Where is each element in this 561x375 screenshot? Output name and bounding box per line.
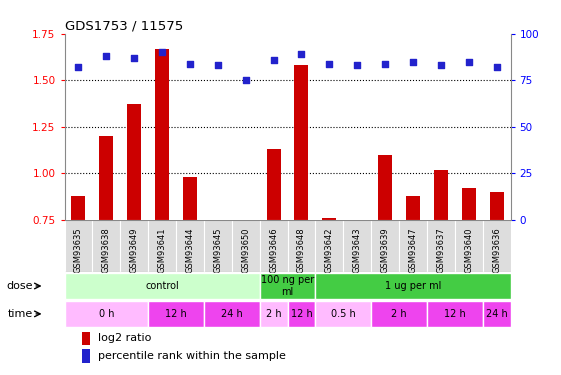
Text: GSM93650: GSM93650 [241, 228, 250, 273]
Bar [378, 154, 392, 220]
Bar [232, 220, 260, 272]
Bar [427, 220, 455, 272]
Text: 12 h: 12 h [165, 309, 187, 319]
Bar [455, 220, 482, 272]
Point [464, 58, 473, 64]
Bar [82, 332, 90, 345]
Bar [155, 49, 169, 220]
Bar [482, 220, 511, 272]
Bar [399, 220, 427, 272]
Bar [120, 220, 148, 272]
Bar [65, 273, 260, 299]
Text: GSM93643: GSM93643 [353, 228, 362, 273]
Point [102, 53, 111, 59]
Bar [266, 149, 280, 220]
Bar [315, 300, 371, 327]
Text: 24 h: 24 h [221, 309, 243, 319]
Point [74, 64, 83, 70]
Bar [260, 273, 315, 299]
Bar [295, 65, 309, 220]
Point [325, 60, 334, 66]
Bar [71, 195, 85, 220]
Bar [260, 300, 287, 327]
Text: GSM93642: GSM93642 [325, 228, 334, 273]
Bar [65, 220, 93, 272]
Point [297, 51, 306, 57]
Text: 24 h: 24 h [486, 309, 508, 319]
Bar [148, 300, 204, 327]
Bar [82, 350, 90, 363]
Text: 100 ng per
ml: 100 ng per ml [261, 275, 314, 297]
Bar [315, 220, 343, 272]
Text: 12 h: 12 h [444, 309, 466, 319]
Bar [176, 220, 204, 272]
Text: log2 ratio: log2 ratio [98, 333, 151, 343]
Point [241, 77, 250, 83]
Point [158, 50, 167, 55]
Text: GSM93647: GSM93647 [408, 228, 417, 273]
Bar [482, 300, 511, 327]
Point [492, 64, 501, 70]
Bar [127, 104, 141, 220]
Bar [93, 220, 120, 272]
Bar [148, 220, 176, 272]
Point [436, 62, 445, 68]
Bar [260, 220, 287, 272]
Bar [490, 192, 504, 220]
Text: GSM93649: GSM93649 [130, 228, 139, 273]
Text: percentile rank within the sample: percentile rank within the sample [98, 351, 286, 361]
Text: GSM93645: GSM93645 [213, 228, 222, 273]
Bar [406, 195, 420, 220]
Bar [434, 170, 448, 220]
Bar [287, 300, 315, 327]
Bar [371, 220, 399, 272]
Point [213, 62, 222, 68]
Text: 1 ug per ml: 1 ug per ml [385, 281, 441, 291]
Bar [462, 188, 476, 220]
Bar [315, 273, 511, 299]
Point [408, 58, 417, 64]
Bar [323, 218, 336, 220]
Bar [65, 300, 148, 327]
Point [130, 55, 139, 61]
Text: GSM93641: GSM93641 [158, 228, 167, 273]
Point [186, 60, 195, 66]
Point [380, 60, 389, 66]
Text: GSM93644: GSM93644 [186, 228, 195, 273]
Text: 12 h: 12 h [291, 309, 312, 319]
Text: GSM93639: GSM93639 [380, 228, 389, 273]
Text: GSM93648: GSM93648 [297, 228, 306, 273]
Bar [287, 220, 315, 272]
Text: GDS1753 / 11575: GDS1753 / 11575 [65, 20, 183, 33]
Text: GSM93637: GSM93637 [436, 228, 445, 273]
Bar [99, 136, 113, 220]
Bar [183, 177, 197, 220]
Bar [427, 300, 482, 327]
Text: GSM93640: GSM93640 [464, 228, 473, 273]
Text: GSM93638: GSM93638 [102, 228, 111, 273]
Text: control: control [145, 281, 179, 291]
Text: 0.5 h: 0.5 h [331, 309, 356, 319]
Bar [204, 300, 260, 327]
Point [353, 62, 362, 68]
Point [269, 57, 278, 63]
Text: time: time [8, 309, 33, 319]
Text: 2 h: 2 h [266, 309, 282, 319]
Text: 2 h: 2 h [391, 309, 407, 319]
Text: GSM93635: GSM93635 [74, 228, 83, 273]
Bar [371, 300, 427, 327]
Text: dose: dose [7, 281, 33, 291]
Text: 0 h: 0 h [99, 309, 114, 319]
Text: GSM93646: GSM93646 [269, 228, 278, 273]
Bar [343, 220, 371, 272]
Bar [204, 220, 232, 272]
Text: GSM93636: GSM93636 [492, 228, 501, 273]
